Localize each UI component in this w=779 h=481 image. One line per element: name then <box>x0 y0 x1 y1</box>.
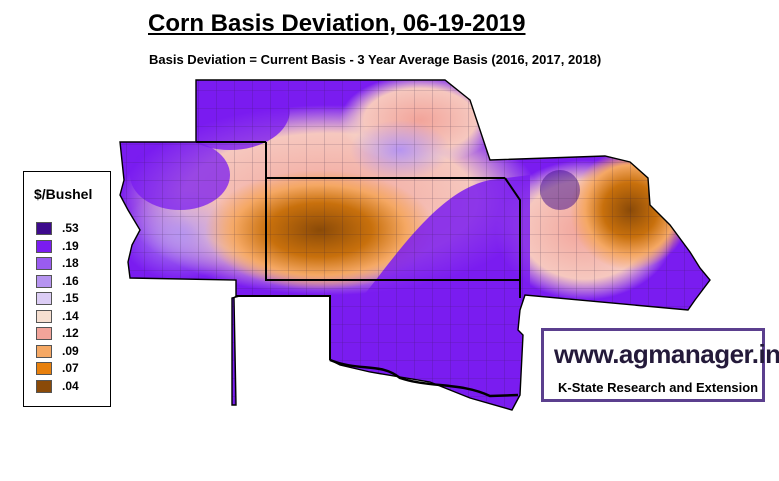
brand-org: K-State Research and Extension <box>558 380 759 395</box>
legend-label: .07 <box>62 361 79 375</box>
legend-swatch <box>36 274 52 288</box>
legend: $/Bushel .53 .19 .18 .16 .15 .14 .12 .09 .07 .04 <box>23 171 111 407</box>
legend-label: .14 <box>62 308 79 323</box>
map-subtitle: Basis Deviation = Current Basis - 3 Year… <box>149 52 602 67</box>
legend-swatch <box>36 239 52 253</box>
map-title: Corn Basis Deviation, 06-19-2019 <box>148 10 526 37</box>
border-red-river <box>329 358 519 398</box>
legend-swatch <box>36 379 52 393</box>
border-kansas-south <box>265 178 520 281</box>
legend-swatch <box>36 327 52 340</box>
border-oklahoma-panhandle <box>236 295 331 360</box>
legend-swatch <box>36 222 52 235</box>
legend-label: .15 <box>62 291 79 305</box>
legend-label: .04 <box>62 378 79 393</box>
legend-swatch <box>36 292 52 305</box>
brand-url: www.agmanager.info <box>554 339 779 369</box>
legend-label: .19 <box>62 238 79 253</box>
legend-label: .16 <box>62 273 79 288</box>
region-outline <box>119 79 711 411</box>
legend-swatch <box>36 344 52 358</box>
legend-swatch <box>36 362 52 375</box>
legend-title: $/Bushel <box>34 186 93 202</box>
legend-label: .53 <box>62 221 79 235</box>
legend-label: .12 <box>62 326 79 340</box>
border-kansas-missouri <box>504 177 521 298</box>
legend-swatch <box>36 257 52 270</box>
legend-label: .09 <box>62 343 79 358</box>
agmanager-logo: www.agmanager.info K-State Research and … <box>541 328 779 402</box>
legend-swatch <box>36 309 52 323</box>
legend-label: .18 <box>62 256 79 270</box>
